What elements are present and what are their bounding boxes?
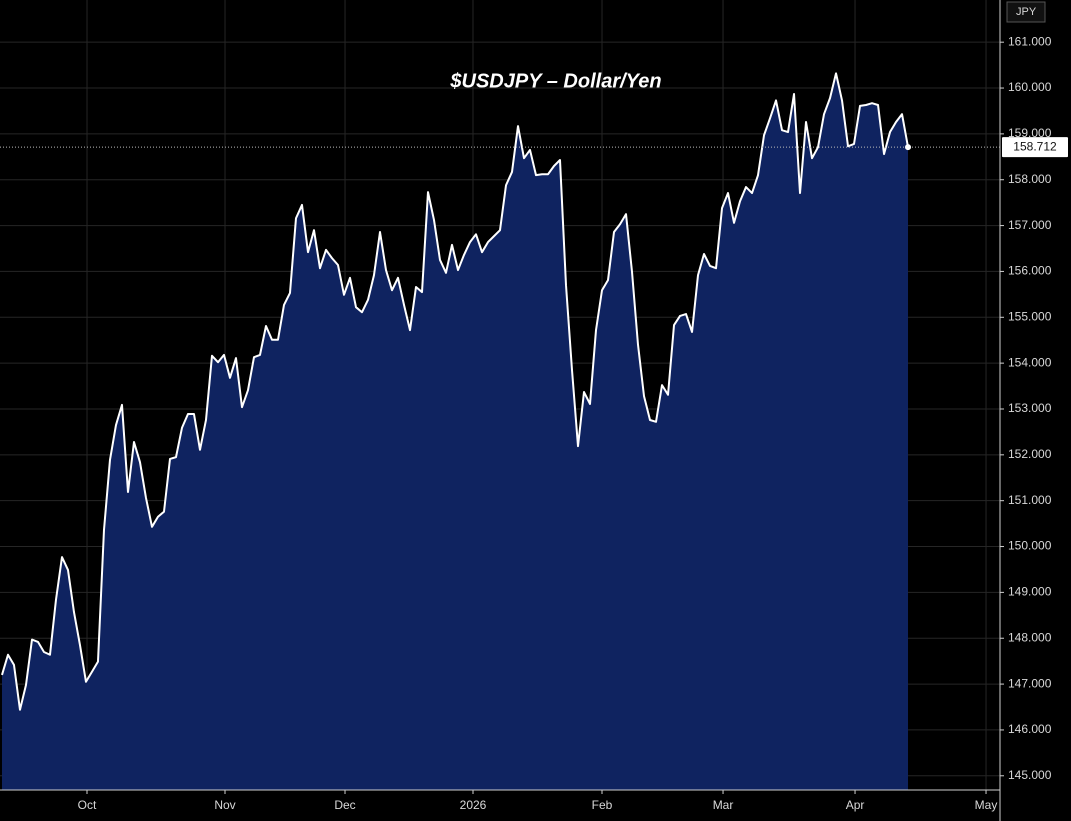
x-tick-label: 2026 xyxy=(460,798,487,812)
y-tick-label: 154.000 xyxy=(1008,355,1052,369)
x-tick-label: Dec xyxy=(334,798,355,812)
x-tick-label: Feb xyxy=(592,798,613,812)
x-tick-label: Apr xyxy=(846,798,865,812)
y-tick-label: 158.000 xyxy=(1008,172,1052,186)
y-tick-label: 146.000 xyxy=(1008,722,1052,736)
last-price-box xyxy=(1002,137,1068,158)
y-tick-label: 153.000 xyxy=(1008,401,1052,415)
y-tick-label: 145.000 xyxy=(1008,768,1052,782)
x-tick-label: May xyxy=(975,798,998,812)
y-tick-label: 150.000 xyxy=(1008,539,1052,553)
line xyxy=(1,72,910,711)
x-tick-label: Oct xyxy=(78,798,97,812)
last-price-label: 158.712 xyxy=(1013,139,1057,153)
y-tick-label: 148.000 xyxy=(1008,630,1052,644)
y-tick-label: 159.000 xyxy=(1008,126,1052,140)
y-tick-label: 151.000 xyxy=(1008,493,1052,507)
y-tick-label: 155.000 xyxy=(1008,309,1052,323)
x-tick-label: Mar xyxy=(713,798,734,812)
x-tick-label: Nov xyxy=(214,798,235,812)
y-tick-label: 161.000 xyxy=(1008,34,1052,48)
last-point xyxy=(905,144,912,151)
currency-label: JPY xyxy=(1016,6,1037,18)
currency-box xyxy=(1006,1,1046,23)
y-tick-label: 147.000 xyxy=(1008,676,1052,690)
chart-title: $USDJPY – Dollar/Yen xyxy=(449,70,661,92)
y-tick-label: 157.000 xyxy=(1008,218,1052,232)
plot xyxy=(0,72,1000,791)
axes: 145.000 146.000 147.000 148.000 149.000 150.0… xyxy=(78,34,1068,812)
area xyxy=(1,73,909,791)
y-tick-label: 152.000 xyxy=(1008,447,1052,461)
y-tick-label: 160.000 xyxy=(1008,80,1052,94)
y-tick-label: 149.000 xyxy=(1008,585,1052,599)
y-tick-label: 156.000 xyxy=(1008,264,1052,278)
